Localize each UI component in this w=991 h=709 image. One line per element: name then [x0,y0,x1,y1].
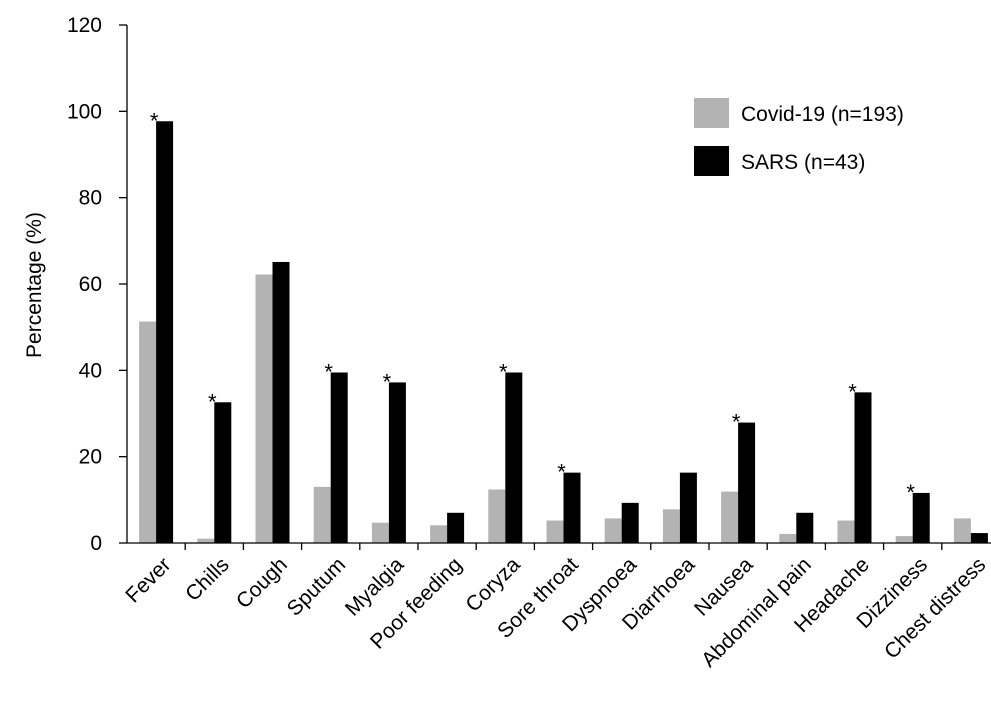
significance-marker: * [499,359,508,384]
bar-covid-sore-throat [546,520,564,543]
x-tick-label: Chest distress [880,553,990,663]
bar-sars-cough [272,261,290,543]
bar-sars-sore-throat [563,472,581,543]
bar-sars-chills [214,402,232,543]
bar-sars-abdominal-pain [796,512,814,543]
significance-marker: * [150,108,159,133]
bar-covid-sputum [313,486,331,543]
y-tick-label: 100 [67,100,102,123]
bar-covid-cough [255,274,273,543]
bar-sars-sputum [330,372,348,543]
legend-swatch-covid [694,98,729,128]
significance-marker: * [208,389,217,414]
bar-sars-diarrhoea [679,472,697,543]
significance-marker: * [732,410,741,435]
bar-covid-chills [197,538,215,543]
bar-sars-myalgia [388,382,406,543]
bar-covid-fever [139,321,157,543]
y-tick-label: 40 [79,359,102,382]
bar-covid-nausea [721,491,739,543]
bar-sars-fever [156,121,174,544]
bar-covid-dyspnoea [604,518,622,543]
y-tick-label: 80 [79,187,102,210]
y-tick-label: 20 [79,446,102,469]
bar-sars-dyspnoea [621,502,639,543]
y-axis: 0 20 40 60 80 100 120 [67,14,128,555]
y-tick-label: 0 [90,532,102,555]
significance-marker: * [383,369,392,394]
y-tick-label: 60 [79,273,102,296]
bar-sars-nausea [738,422,756,543]
bar-covid-abdominal-pain [779,533,797,543]
x-tick-label: Sputum [283,553,350,620]
bar-sars-coryza [505,372,523,543]
bar-covid-myalgia [371,522,389,543]
x-tick-label: Chills [181,553,234,606]
bar-covid-diarrhoea [662,509,680,543]
bar-covid-coryza [488,489,506,543]
y-axis-label: Percentage (%) [23,212,46,358]
bar-sars-headache [854,392,872,543]
significance-marker: * [906,480,915,505]
y-tick-label: 120 [67,14,102,37]
bar-covid-chest-distress [953,518,971,543]
bar-sars-chest-distress [970,533,988,543]
significance-marker: * [324,359,333,384]
x-tick-label: Fever [121,553,175,607]
legend-label-covid: Covid-19 (n=193) [741,103,904,126]
legend-swatch-sars [694,146,729,176]
bar-sars-dizziness [912,492,930,543]
bar-sars-poor-feeding [447,512,465,543]
significance-marker: * [557,460,566,485]
bar-covid-dizziness [895,536,913,543]
legend-label-sars: SARS (n=43) [741,151,865,174]
bars: * * * * * * * * * [139,108,988,544]
bar-covid-headache [837,520,855,543]
significance-marker: * [848,379,857,404]
legend: Covid-19 (n=193) SARS (n=43) [694,98,904,176]
bar-covid-poor-feeding [430,525,448,543]
